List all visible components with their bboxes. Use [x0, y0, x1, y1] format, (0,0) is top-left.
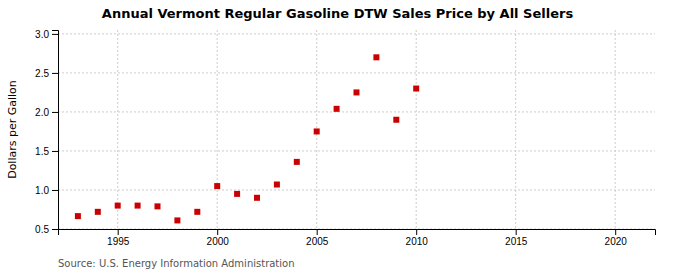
- x-axis-tick: 2010: [406, 229, 429, 247]
- grid-line-y: [58, 150, 655, 151]
- y-axis-tick-label: 1.0: [35, 185, 49, 196]
- x-axis-tick-mark: [217, 229, 218, 235]
- x-axis: 1995 2000 2005 2010 2015 2020: [59, 229, 656, 247]
- point: [274, 182, 280, 188]
- y-axis-tick-mark: [52, 151, 58, 152]
- point: [194, 209, 200, 215]
- point: [314, 128, 320, 134]
- point: [413, 86, 419, 92]
- x-axis-tick-label: 2010: [406, 236, 429, 247]
- x-axis-tick-label: 2000: [207, 236, 230, 247]
- y-axis-tick: 1.5: [35, 146, 58, 157]
- point: [174, 217, 180, 223]
- y-axis-tick-label: 2.0: [35, 107, 49, 118]
- y-axis-tick: 0.5: [35, 224, 58, 235]
- y-axis: 0.5 1.0 1.5 2.0 2.5 3.0: [35, 29, 58, 235]
- x-axis-tick-mark: [615, 229, 616, 235]
- point: [234, 191, 240, 197]
- grid-line-y: [58, 72, 655, 73]
- point: [75, 213, 81, 219]
- y-axis-tick-mark: [52, 112, 58, 113]
- y-axis-tick-mark: [52, 34, 58, 35]
- x-axis-tick: 2020: [605, 229, 628, 247]
- x-axis-tick-mark: [118, 229, 119, 235]
- y-axis-tick: 2.0: [35, 107, 58, 118]
- x-axis-tick-label: 2005: [306, 236, 329, 247]
- x-axis-tick-mark: [516, 229, 517, 235]
- point: [214, 183, 220, 189]
- x-axis-tick-label: 2020: [605, 236, 628, 247]
- point: [354, 89, 360, 95]
- grid-line-y: [58, 33, 655, 34]
- grid-line-y: [58, 189, 655, 190]
- y-axis-tick-label: 0.5: [35, 224, 49, 235]
- x-axis-tick: 2015: [505, 229, 528, 247]
- x-axis-tick-mark: [416, 229, 417, 235]
- grid-line-x: [416, 30, 417, 229]
- y-axis-tick-mark: [52, 229, 58, 230]
- point: [334, 106, 340, 112]
- x-axis-tick-label: 1995: [107, 236, 130, 247]
- grid-line-x: [515, 30, 516, 229]
- point: [373, 54, 379, 60]
- y-axis-tick-mark: [52, 73, 58, 74]
- y-axis-tick-label: 2.5: [35, 68, 49, 79]
- chart: 1995 2000 2005 2010 2015 2020 0.5 1.0 1.5 2.0 2.5 3…: [0, 0, 675, 275]
- y-axis-tick: 1.0: [35, 185, 58, 196]
- point: [155, 203, 161, 209]
- point: [294, 159, 300, 165]
- point: [135, 203, 141, 209]
- source-note: Source: U.S. Energy Information Administ…: [58, 258, 295, 269]
- y-axis-tick: 2.5: [35, 68, 58, 79]
- x-axis-tick: 1995: [107, 229, 130, 247]
- y-axis-tick-label: 1.5: [35, 146, 49, 157]
- grid-line-x: [217, 30, 218, 229]
- grid-line-y: [58, 111, 655, 112]
- y-axis-title: Dollars per Gallon: [6, 80, 19, 179]
- point: [393, 117, 399, 123]
- point: [95, 209, 101, 215]
- x-axis-tick-label: 2015: [505, 236, 528, 247]
- points: [75, 54, 419, 223]
- y-axis-tick-label: 3.0: [35, 29, 49, 40]
- y-axis-tick-mark: [52, 190, 58, 191]
- x-axis-tick: 2000: [207, 229, 230, 247]
- y-axis-line: [52, 31, 59, 230]
- grid-line-x: [615, 30, 616, 229]
- x-axis-tick: 2005: [306, 229, 329, 247]
- x-axis-tick-mark: [317, 229, 318, 235]
- point: [115, 203, 121, 209]
- plot: 1995 2000 2005 2010 2015 2020 0.5 1.0 1.5 2.0 2.5 3…: [35, 29, 655, 247]
- x-axis-line: [59, 230, 656, 236]
- point: [254, 195, 260, 201]
- grid: [58, 30, 655, 229]
- title: Annual Vermont Regular Gasoline DTW Sale…: [102, 6, 574, 21]
- y-axis-tick: 3.0: [35, 29, 58, 40]
- grid-line-x: [117, 30, 118, 229]
